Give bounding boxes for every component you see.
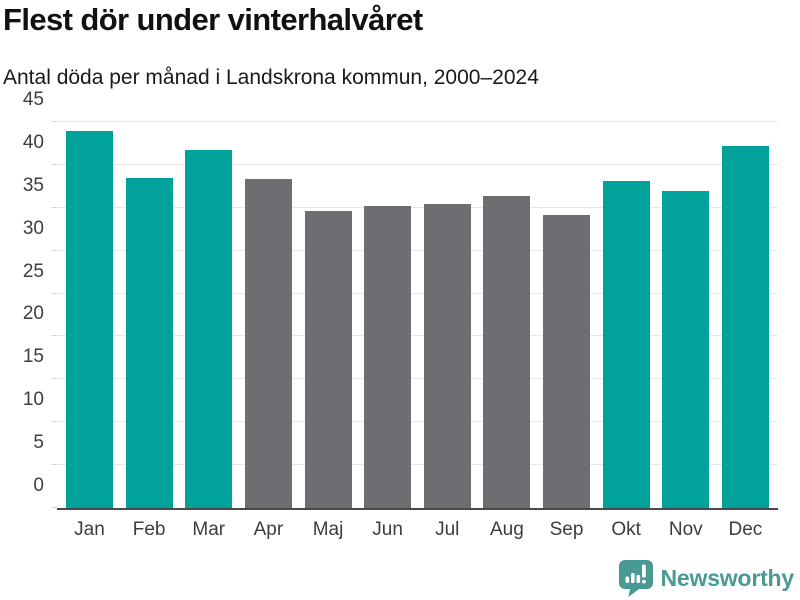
newsworthy-logo-icon	[618, 559, 654, 597]
x-axis-label: Maj	[312, 519, 344, 540]
y-axis-tick-label: 15	[22, 346, 44, 368]
y-axis-tick	[51, 421, 57, 423]
bar-okt	[602, 181, 650, 508]
x-axis-label: Sep	[549, 519, 584, 540]
bar-aug	[483, 195, 531, 508]
bar-maj	[304, 211, 352, 508]
y-axis-tick-label: 45	[22, 89, 44, 110]
x-axis-label: Jan	[74, 519, 105, 540]
y-axis-tick	[51, 335, 57, 337]
y-axis-tick-label: 35	[22, 174, 44, 196]
x-axis-labels: Jan Feb Mar Apr Maj Jun Jul Aug Sep Okt Nov Dec	[57, 519, 778, 541]
y-axis-tick	[51, 206, 57, 208]
gridline	[57, 335, 778, 337]
y-axis-tick	[51, 507, 57, 508]
y-axis-tick-label: 20	[22, 303, 44, 325]
x-axis-label: Jun	[372, 519, 403, 540]
gridline	[57, 163, 778, 165]
x-axis-label: Apr	[253, 519, 284, 540]
y-axis-tick-label: 5	[33, 432, 44, 454]
gridline	[57, 464, 778, 466]
bar-jan	[66, 130, 113, 508]
chart-title: Flest dör under vinterhalvåret	[3, 2, 423, 37]
y-axis-tick	[51, 292, 57, 294]
x-axis-label: Jul	[435, 519, 460, 540]
y-axis-tick-label: 10	[22, 389, 44, 411]
bar-jun	[364, 206, 412, 508]
x-axis-label: Aug	[489, 519, 524, 540]
bar-sep	[543, 214, 590, 508]
y-axis-tick-label: 40	[22, 131, 44, 153]
bar-feb	[125, 177, 173, 508]
bar-apr	[244, 179, 292, 508]
bar-mar	[185, 150, 233, 508]
gridline	[57, 206, 778, 208]
y-axis-tick	[51, 378, 57, 380]
x-axis-label: Mar	[192, 519, 226, 540]
x-axis-label: Okt	[611, 519, 641, 540]
chart-subtitle: Antal döda per månad i Landskrona kommun…	[3, 66, 539, 89]
x-axis-label: Nov	[668, 519, 703, 540]
bars-container	[57, 122, 778, 508]
bar-jul	[423, 203, 471, 508]
plot-area: 0 5 10 15 20 25 30 35 40 45	[23, 89, 778, 510]
gridline	[57, 121, 778, 122]
y-axis-tick	[51, 163, 57, 165]
y-axis-tick	[51, 121, 57, 122]
gridline	[57, 249, 778, 251]
bar-dec	[721, 146, 769, 508]
x-axis-label: Dec	[728, 519, 763, 540]
y-axis-tick	[51, 249, 57, 251]
newsworthy-logo-text: Newsworthy	[660, 564, 795, 591]
gridline	[57, 292, 778, 294]
gridline	[57, 378, 778, 380]
bar-nov	[662, 190, 710, 508]
newsworthy-logo: Newsworthy	[618, 559, 794, 597]
y-axis-tick-label: 25	[22, 260, 44, 282]
y-axis-tick	[51, 464, 57, 466]
x-axis-label: Feb	[132, 519, 166, 540]
y-axis-tick-label: 0	[33, 475, 44, 496]
y-axis-tick-label: 30	[22, 217, 44, 239]
x-axis-line	[57, 508, 778, 510]
gridline	[57, 421, 778, 423]
